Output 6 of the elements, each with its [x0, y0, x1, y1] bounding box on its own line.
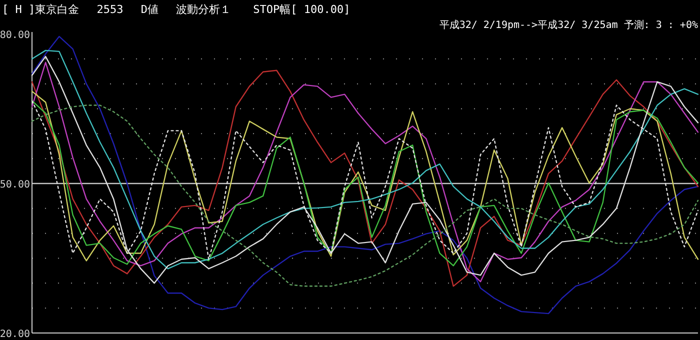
- chart-subtitle: 平成32/ 2/19pm-->平成32/ 3/25am 予測: 3 : +0%: [439, 19, 698, 31]
- chart-title: [ H ]東京白金 2553 D値 波動分析１ STOP幅[ 100.00]: [2, 3, 350, 16]
- y-tick-label: 50.00: [0, 180, 30, 190]
- y-tick-label: 20.00: [0, 329, 30, 340]
- line-series: [31, 36, 699, 314]
- y-tick-label: 80.00: [0, 30, 30, 41]
